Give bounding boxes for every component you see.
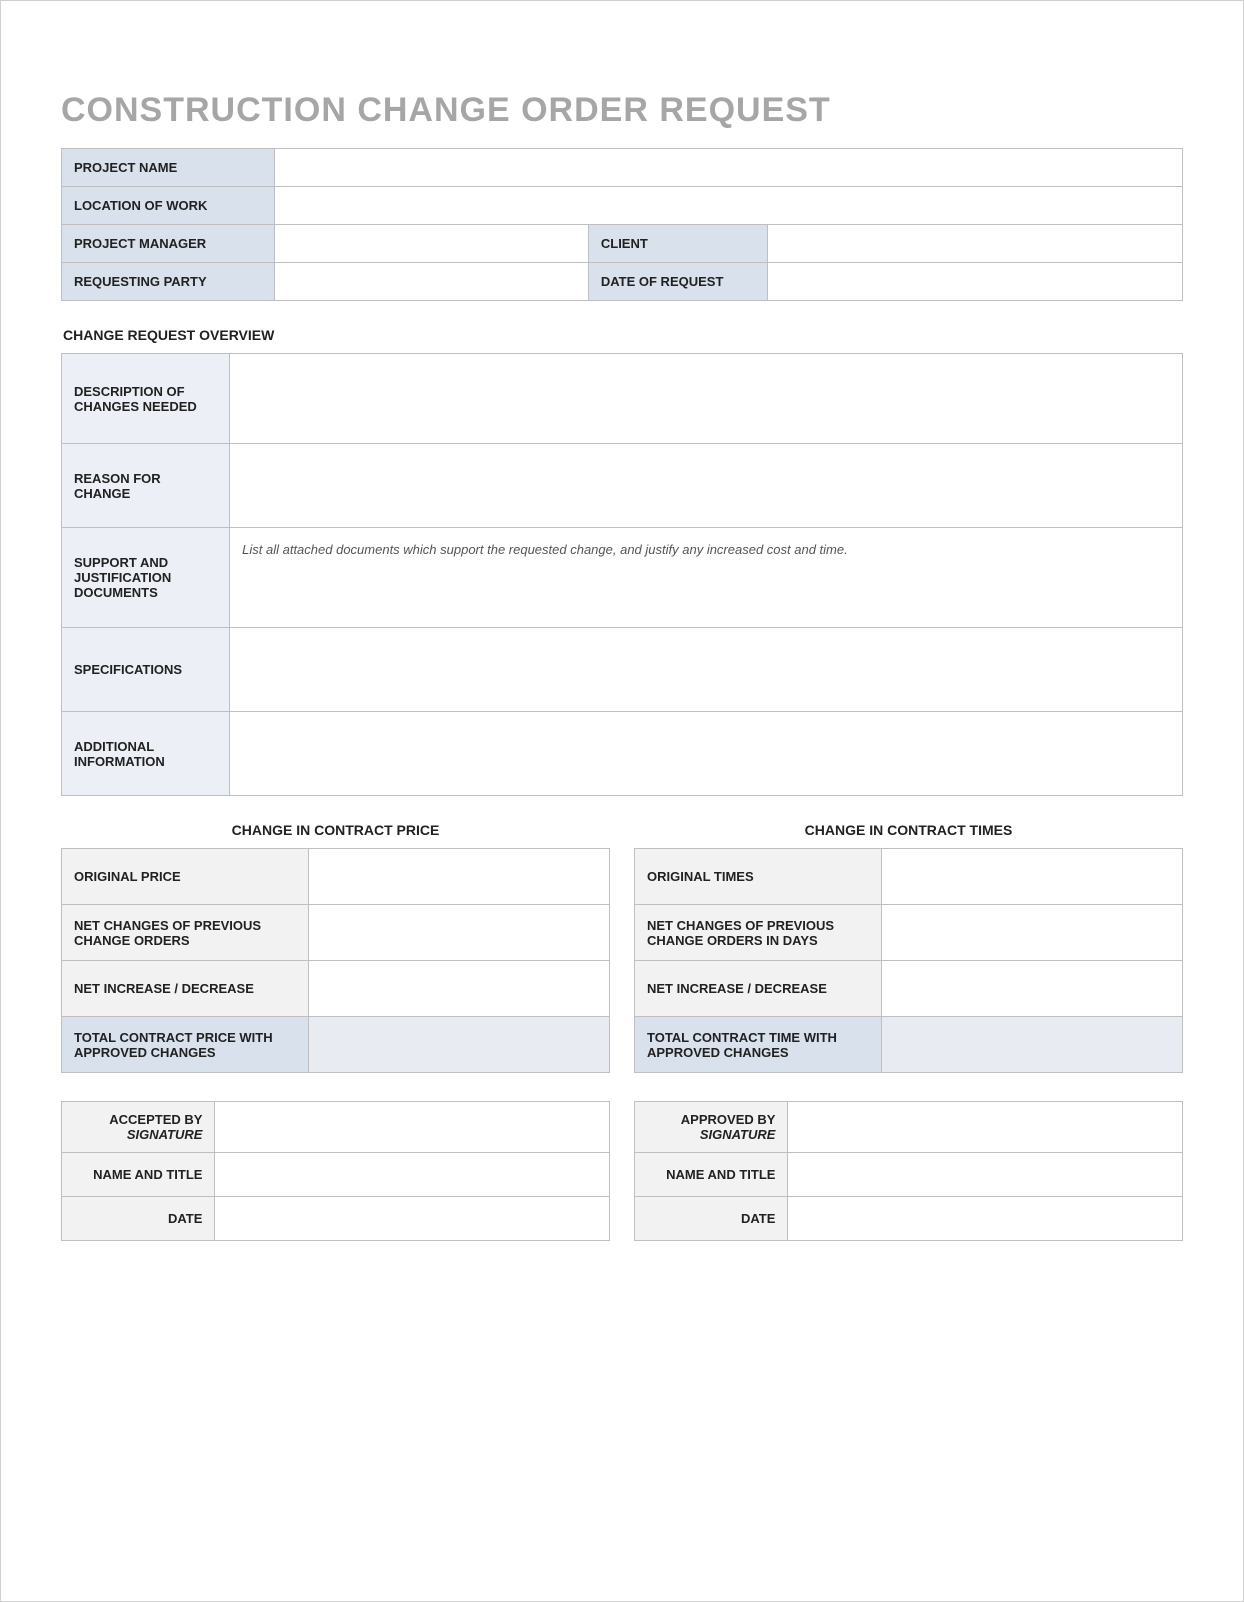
times-netinc-label: NET INCREASE / DECREASE <box>635 961 882 1017</box>
times-netinc-field[interactable] <box>881 961 1182 1017</box>
date-request-field[interactable] <box>768 263 1183 301</box>
approved-name-field[interactable] <box>788 1153 1183 1197</box>
times-netprev-field[interactable] <box>881 905 1182 961</box>
accepted-name-field[interactable] <box>215 1153 610 1197</box>
requesting-party-field[interactable] <box>274 263 588 301</box>
approved-by-label: APPROVED BY SIGNATURE <box>635 1102 788 1153</box>
approved-sig-field[interactable] <box>788 1102 1183 1153</box>
reason-label: REASON FOR CHANGE <box>62 444 230 528</box>
description-label: DESCRIPTION OF CHANGES NEEDED <box>62 354 230 444</box>
reason-field[interactable] <box>230 444 1183 528</box>
approved-name-label: NAME AND TITLE <box>635 1153 788 1197</box>
accepted-by-label: ACCEPTED BY SIGNATURE <box>62 1102 215 1153</box>
price-netinc-field[interactable] <box>308 961 609 1017</box>
header-table: PROJECT NAME LOCATION OF WORK PROJECT MA… <box>61 148 1183 301</box>
support-label: SUPPORT AND JUSTIFICATION DOCUMENTS <box>62 528 230 628</box>
price-section-title: CHANGE IN CONTRACT PRICE <box>61 822 610 838</box>
times-total-label: TOTAL CONTRACT TIME WITH APPROVED CHANGE… <box>635 1017 882 1073</box>
accepted-name-label: NAME AND TITLE <box>62 1153 215 1197</box>
price-netprev-field[interactable] <box>308 905 609 961</box>
price-column: CHANGE IN CONTRACT PRICE ORIGINAL PRICE … <box>61 796 610 1073</box>
client-label: CLIENT <box>588 225 767 263</box>
approved-table: APPROVED BY SIGNATURE NAME AND TITLE DAT… <box>634 1101 1183 1241</box>
accepted-by-text: ACCEPTED BY <box>109 1112 202 1127</box>
times-original-field[interactable] <box>881 849 1182 905</box>
approved-column: APPROVED BY SIGNATURE NAME AND TITLE DAT… <box>634 1101 1183 1241</box>
location-field[interactable] <box>274 187 1182 225</box>
price-total-label: TOTAL CONTRACT PRICE WITH APPROVED CHANG… <box>62 1017 309 1073</box>
price-netprev-label: NET CHANGES OF PREVIOUS CHANGE ORDERS <box>62 905 309 961</box>
document-page: CONSTRUCTION CHANGE ORDER REQUEST PROJEC… <box>0 0 1244 1602</box>
project-name-field[interactable] <box>274 149 1182 187</box>
price-total-field[interactable] <box>308 1017 609 1073</box>
page-title: CONSTRUCTION CHANGE ORDER REQUEST <box>61 91 1183 130</box>
project-manager-label: PROJECT MANAGER <box>62 225 275 263</box>
approved-date-label: DATE <box>635 1197 788 1241</box>
specifications-label: SPECIFICATIONS <box>62 628 230 712</box>
times-original-label: ORIGINAL TIMES <box>635 849 882 905</box>
times-table: ORIGINAL TIMES NET CHANGES OF PREVIOUS C… <box>634 848 1183 1073</box>
approved-by-text: APPROVED BY <box>681 1112 776 1127</box>
accepted-sig-text: SIGNATURE <box>127 1127 203 1142</box>
specifications-field[interactable] <box>230 628 1183 712</box>
support-field[interactable]: List all attached documents which suppor… <box>230 528 1183 628</box>
times-total-field[interactable] <box>881 1017 1182 1073</box>
requesting-party-label: REQUESTING PARTY <box>62 263 275 301</box>
price-times-row: CHANGE IN CONTRACT PRICE ORIGINAL PRICE … <box>61 796 1183 1073</box>
location-label: LOCATION OF WORK <box>62 187 275 225</box>
accepted-column: ACCEPTED BY SIGNATURE NAME AND TITLE DAT… <box>61 1101 610 1241</box>
price-netinc-label: NET INCREASE / DECREASE <box>62 961 309 1017</box>
overview-table: DESCRIPTION OF CHANGES NEEDED REASON FOR… <box>61 353 1183 796</box>
accepted-date-field[interactable] <box>215 1197 610 1241</box>
approved-sig-text: SIGNATURE <box>700 1127 776 1142</box>
accepted-date-label: DATE <box>62 1197 215 1241</box>
price-original-label: ORIGINAL PRICE <box>62 849 309 905</box>
price-original-field[interactable] <box>308 849 609 905</box>
accepted-table: ACCEPTED BY SIGNATURE NAME AND TITLE DAT… <box>61 1101 610 1241</box>
signature-row: ACCEPTED BY SIGNATURE NAME AND TITLE DAT… <box>61 1101 1183 1241</box>
additional-label: ADDITIONAL INFORMATION <box>62 712 230 796</box>
times-netprev-label: NET CHANGES OF PREVIOUS CHANGE ORDERS IN… <box>635 905 882 961</box>
price-table: ORIGINAL PRICE NET CHANGES OF PREVIOUS C… <box>61 848 610 1073</box>
additional-field[interactable] <box>230 712 1183 796</box>
overview-section-title: CHANGE REQUEST OVERVIEW <box>63 327 1183 343</box>
times-section-title: CHANGE IN CONTRACT TIMES <box>634 822 1183 838</box>
description-field[interactable] <box>230 354 1183 444</box>
approved-date-field[interactable] <box>788 1197 1183 1241</box>
accepted-sig-field[interactable] <box>215 1102 610 1153</box>
date-request-label: DATE OF REQUEST <box>588 263 767 301</box>
project-manager-field[interactable] <box>274 225 588 263</box>
times-column: CHANGE IN CONTRACT TIMES ORIGINAL TIMES … <box>634 796 1183 1073</box>
project-name-label: PROJECT NAME <box>62 149 275 187</box>
client-field[interactable] <box>768 225 1183 263</box>
